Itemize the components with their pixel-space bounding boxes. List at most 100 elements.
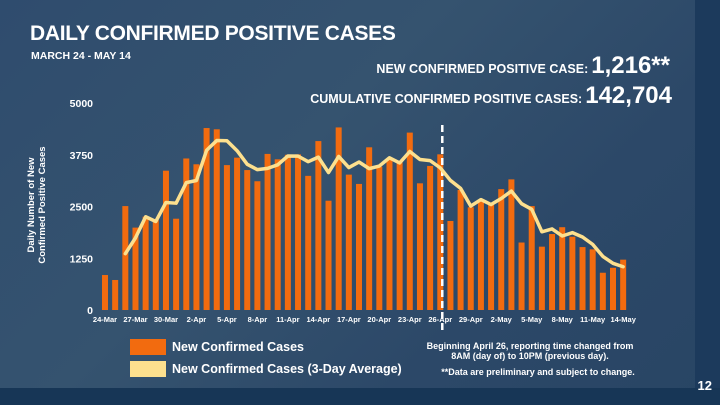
cumulative-cases-value: 142,704 [585, 82, 672, 109]
bar [416, 183, 423, 310]
bar [325, 200, 332, 310]
legend-item-line: New Confirmed Cases (3-Day Average) [130, 361, 402, 377]
y-axis-label-line1: Daily Number of New [26, 157, 37, 253]
new-cases-label: NEW CONFIRMED POSITIVE CASE: [376, 62, 589, 76]
three-day-average-line [123, 138, 625, 269]
bar [254, 181, 261, 310]
bar [447, 220, 454, 310]
bar [274, 159, 281, 310]
x-tick-label: 24-Mar [93, 315, 117, 324]
reporting-note: Beginning April 26, reporting time chang… [426, 341, 634, 361]
x-tick-label: 8-May [552, 315, 574, 324]
bar [112, 279, 119, 310]
legend-swatch-yellow [130, 361, 166, 377]
bar [427, 165, 434, 310]
bar [498, 189, 505, 310]
x-tick-label: 2-Apr [187, 315, 207, 324]
y-tick-label: 2500 [70, 202, 94, 214]
bar [132, 227, 139, 310]
legend-item-bars: New Confirmed Cases [130, 339, 304, 355]
bar [102, 275, 108, 310]
bar [477, 201, 484, 310]
bar [589, 249, 596, 310]
bar [335, 127, 342, 311]
preliminary-note: **Data are preliminary and subject to ch… [441, 367, 635, 377]
x-tick-label: 20-Apr [367, 315, 391, 324]
page-number: 12 [697, 378, 712, 393]
x-tick-label: 14-Apr [306, 315, 330, 324]
date-range: MARCH 24 - MAY 14 [31, 50, 131, 62]
bar [213, 129, 220, 310]
x-tick-label: 11-Apr [276, 315, 299, 324]
x-tick-label: 23-Apr [398, 315, 422, 324]
x-tick-label: 5-Apr [217, 315, 237, 324]
bar [203, 128, 210, 310]
bar [559, 227, 566, 310]
bar [599, 272, 606, 310]
bar [264, 153, 271, 310]
x-tick-label: 26-Apr [428, 315, 452, 324]
bar [579, 247, 586, 310]
bar [396, 162, 403, 310]
bar [406, 132, 413, 310]
x-tick-label: 17-Apr [337, 315, 361, 324]
bar [223, 165, 230, 310]
bar [569, 236, 576, 310]
bar [152, 220, 159, 310]
bar [234, 157, 241, 310]
y-tick-label: 0 [87, 305, 93, 317]
bar [457, 189, 464, 310]
bar [162, 170, 169, 310]
bar [356, 183, 362, 310]
page-title: DAILY CONFIRMED POSITIVE CASES [30, 22, 396, 45]
bar [305, 175, 312, 310]
bar [295, 154, 302, 310]
bar [538, 246, 545, 310]
x-tick-label: 14-May [610, 315, 636, 324]
x-tick-label: 30-Mar [154, 315, 178, 324]
bar [345, 174, 352, 310]
x-tick-label: 2-May [491, 315, 513, 324]
y-tick-label: 3750 [70, 150, 94, 162]
new-cases-value: 1,216** [591, 52, 670, 79]
bar [549, 234, 556, 310]
y-tick-label: 1250 [70, 253, 94, 265]
x-tick-label: 5-May [521, 315, 543, 324]
legend-label-bars: New Confirmed Cases [172, 340, 304, 354]
cumulative-cases-stat: CUMULATIVE CONFIRMED POSITIVE CASES: 142,… [310, 82, 672, 110]
y-axis-label: Daily Number of New Confirmed Positive C… [26, 146, 48, 263]
x-tick-label: 27-Mar [123, 315, 147, 324]
bar [183, 158, 190, 310]
bar [173, 218, 180, 310]
bar [376, 166, 383, 310]
bar [386, 159, 393, 310]
bar [284, 154, 291, 310]
bar [366, 147, 373, 310]
bar [508, 179, 515, 310]
bottom-strip [0, 388, 720, 405]
side-strip [695, 0, 720, 405]
bar [488, 204, 495, 310]
bar [610, 267, 616, 310]
x-tick-label: 8-Apr [248, 315, 268, 324]
bar [193, 164, 200, 310]
bar [315, 141, 322, 310]
legend-swatch-orange [130, 339, 166, 355]
new-cases-stat: NEW CONFIRMED POSITIVE CASE: 1,216** [376, 52, 670, 80]
bar [620, 259, 627, 310]
bar [244, 170, 251, 310]
bar [122, 206, 129, 310]
y-axis-label-line2: Confirmed Positive Cases [37, 146, 48, 263]
legend-label-line: New Confirmed Cases (3-Day Average) [172, 362, 402, 376]
cumulative-cases-label: CUMULATIVE CONFIRMED POSITIVE CASES: [310, 92, 583, 106]
bar [518, 242, 525, 310]
x-tick-label: 11-May [580, 315, 606, 324]
x-tick-label: 29-Apr [459, 315, 483, 324]
bar [437, 154, 444, 310]
bar [467, 207, 474, 310]
y-tick-label: 5000 [70, 98, 94, 110]
bar [528, 206, 535, 310]
bar [142, 216, 149, 310]
